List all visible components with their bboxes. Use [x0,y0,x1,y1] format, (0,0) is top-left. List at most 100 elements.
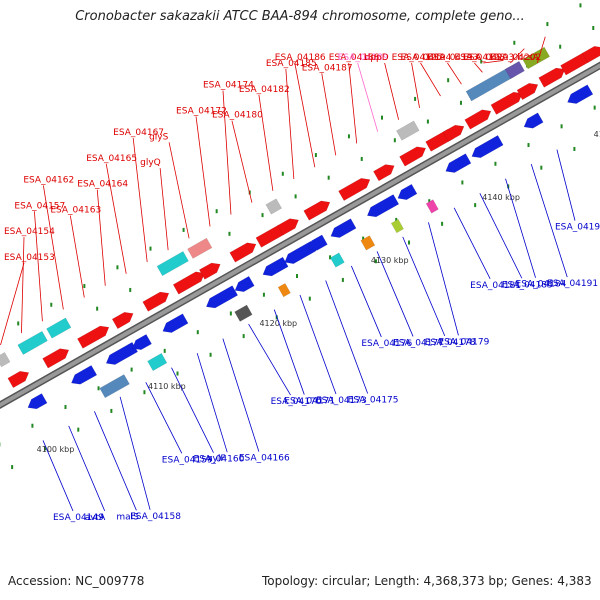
reverse-leader-line [556,149,576,221]
reverse-leader-line [428,222,459,336]
reverse-gene-label: ESA_04181 [470,281,521,291]
track-dot [163,348,166,353]
track-dot [50,302,53,307]
track-dot [110,408,113,413]
forward-gene-label: ESA_04189 [338,53,389,63]
forward-gene [464,109,492,130]
forward-leader-line [536,36,546,64]
track-dot [44,446,47,451]
forward-leader-line [0,262,25,346]
reverse-gene [234,275,255,292]
forward-gene-label: ESA_04186 [275,53,326,63]
track-dot [441,221,444,226]
forward-leader-line [132,137,148,263]
track-dot [209,352,212,357]
reverse-leader-line [222,338,260,452]
track-group [0,3,600,470]
track-dot [295,274,298,279]
reverse-gene-label: malS [116,512,139,522]
track-dot [513,40,516,45]
reverse-leader-line [376,251,414,337]
forward-gene-label: ESA_04188 [329,53,380,63]
reverse-gene-label: ESA_04171 [284,397,335,407]
track-dot [559,44,562,49]
track-dot [393,138,396,143]
reverse-gene [397,183,418,200]
reverse-gene-label: ESA_04183 [502,280,553,290]
track-dot [17,321,20,326]
feature-block [156,251,189,277]
forward-leader-line [348,62,358,144]
feature-block [99,374,130,399]
forward-gene-label: ESA_04154 [4,227,55,237]
reverse-leader-line [196,353,228,453]
forward-gene [111,311,134,330]
kbp-tick-label: 4110 kbp [148,382,186,391]
forward-leader-line [258,94,274,191]
forward-gene [7,371,30,389]
track-dot [97,386,100,391]
track-dot [143,390,146,395]
forward-gene [77,325,110,349]
track-dot [474,203,477,208]
forward-leader-line [357,62,379,132]
track-dot [77,427,80,432]
reverse-leader-line [479,193,523,279]
reverse-gene [445,153,472,173]
track-dot [196,330,199,335]
feature-block [234,304,253,322]
track-dot [593,105,596,110]
track-dot [308,296,311,301]
forward-leader-line [42,185,64,310]
track-dot [428,199,431,204]
reverse-gene [567,84,594,104]
forward-gene [142,291,170,312]
reverse-gene-label: ESA_04158 [130,512,181,522]
feature-block [147,352,168,372]
reverse-leader-line [325,280,369,394]
forward-gene-label: ESA_04187 [302,63,353,73]
forward-gene [198,262,221,280]
forward-leader-line [411,62,420,108]
track-dot [395,217,398,222]
forward-gene [303,200,331,221]
reverse-leader-line [171,367,214,453]
track-dot [540,165,543,170]
forward-gene-label: ESA_04174 [203,81,254,91]
reverse-leader-line [505,178,536,278]
forward-gene [338,178,371,201]
forward-gene-label: glyS [149,132,169,142]
kbp-tick-label: 4100 kbp [37,445,75,454]
forward-gene [373,164,395,182]
track-dot [327,175,330,180]
reverse-gene-label: ESA_04160 [193,455,244,465]
forward-leader-line [285,68,295,180]
reverse-gene-label: ESA_04173 [316,396,367,406]
reverse-gene-label: ESA_04192 [555,223,600,233]
track-dot [592,25,595,30]
track-dot [261,213,264,218]
forward-gene [172,271,205,295]
feature-block [504,60,525,80]
forward-gene-label: ESA_04202 [490,53,541,63]
kbp-tick-label: 4120 kbp [259,319,297,328]
reverse-gene [471,135,504,159]
reverse-gene [162,313,189,333]
reverse-gene [131,334,152,351]
forward-gene-label: bcsA [517,53,539,63]
track-dot [182,227,185,232]
track-dot [129,287,132,292]
reverse-gene [262,256,289,277]
reverse-leader-line [42,440,74,512]
reverse-gene-label: ESA_04176 [361,339,412,349]
forward-leader-line [294,62,316,168]
track-dot [494,161,497,166]
track-dot [347,134,350,139]
reverse-gene-label: ESA_04175 [348,395,399,405]
reverse-gene-label: xylF [207,454,225,464]
forward-gene-label: ESA_04163 [50,206,101,216]
map-title: Cronobacter sakazakii ATCC BAA-894 chrom… [75,9,525,24]
track-dot [447,78,450,83]
forward-gene [581,46,600,64]
